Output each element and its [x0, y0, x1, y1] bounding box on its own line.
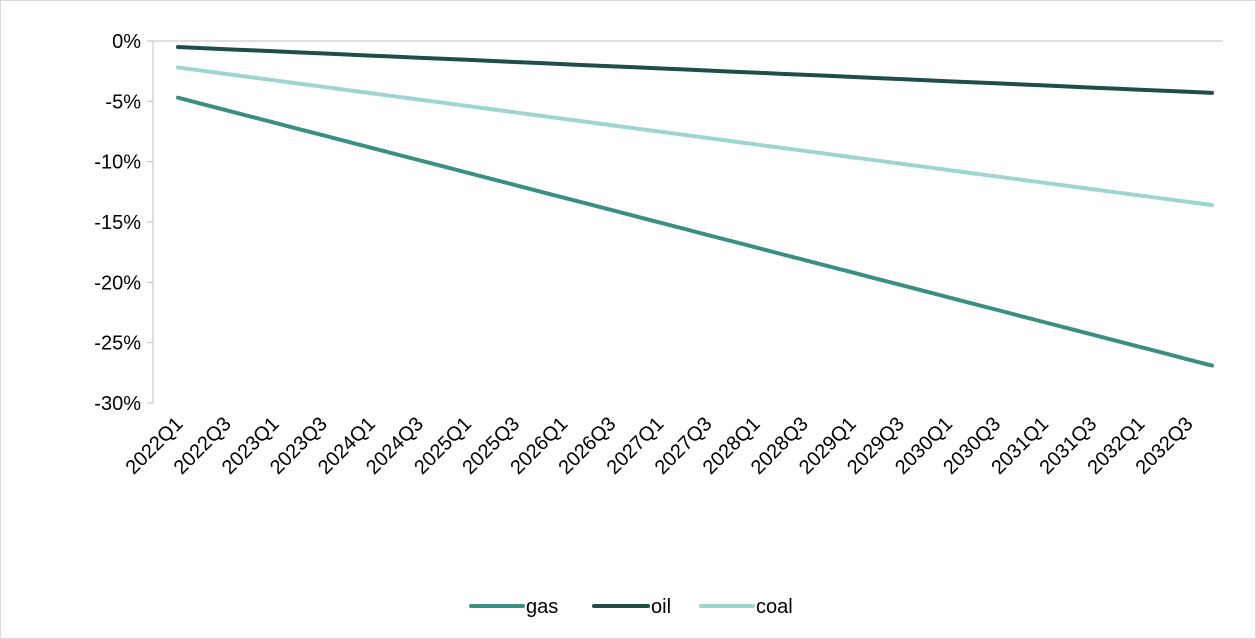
y-tick-label: -25% — [94, 333, 141, 355]
x-axis: 2022Q12022Q32023Q12023Q32024Q12024Q32025… — [122, 413, 1198, 479]
series-line-coal — [176, 65, 1214, 208]
legend-label-gas: gas — [526, 596, 558, 618]
y-tick-label: -10% — [94, 152, 141, 174]
legend: gas oil coal — [469, 596, 793, 618]
series-line-gas — [176, 95, 1214, 368]
y-tick-label: -30% — [94, 393, 141, 415]
y-tick-label: -20% — [94, 272, 141, 294]
series-line-oil — [176, 45, 1214, 95]
legend-label-oil: oil — [651, 596, 671, 618]
legend-label-coal: coal — [756, 596, 793, 618]
y-tick-label: -5% — [105, 91, 141, 113]
y-axis: 0% -5% -10% -15% -20% -25% -30% — [94, 31, 1223, 415]
y-tick-label: -15% — [94, 212, 141, 234]
y-tick-label: 0% — [112, 31, 141, 53]
series-lines — [176, 45, 1214, 368]
